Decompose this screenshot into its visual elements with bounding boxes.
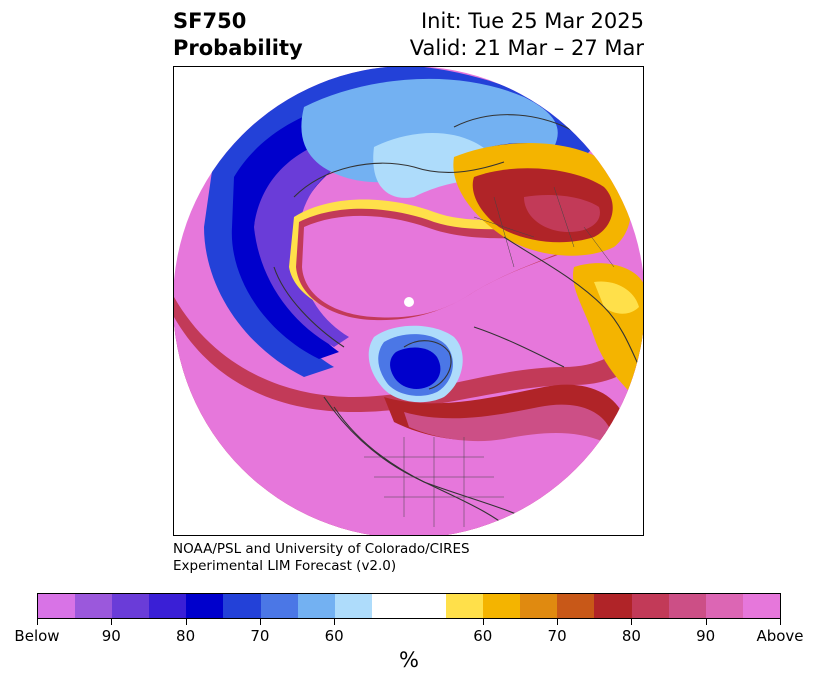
- colorbar-tick-label: 80: [176, 627, 196, 645]
- colorbar-tick-label: 90: [696, 627, 716, 645]
- colorbar-tick-label: 90: [101, 627, 121, 645]
- colorbar-tick-label: Above: [756, 627, 804, 645]
- credit-line-1: NOAA/PSL and University of Colorado/CIRE…: [173, 541, 470, 557]
- colorbar-cell: [186, 594, 224, 618]
- colorbar-cell: [112, 594, 150, 618]
- colorbar-cell: [223, 594, 261, 618]
- colorbar-tick: [111, 619, 113, 625]
- colorbar-tick: [482, 619, 484, 625]
- colorbar-tick-label: Below: [14, 627, 60, 645]
- colorbar-cell: [446, 594, 484, 618]
- colorbar-tick: [185, 619, 187, 625]
- borders: [364, 186, 615, 527]
- colorbar-cell: [483, 594, 521, 618]
- colorbar-cell: [260, 594, 298, 618]
- colorbar-cell: [631, 594, 669, 618]
- colorbar-cell: [334, 594, 372, 618]
- colorbar-tick: [334, 619, 336, 625]
- colorbar-cell: [149, 594, 187, 618]
- credit-line-2: Experimental LIM Forecast (v2.0): [173, 558, 397, 574]
- colorbar-cell: [75, 594, 113, 618]
- colorbar-tick-label: 60: [473, 627, 493, 645]
- colorbar-tick: [557, 619, 559, 625]
- colorbar-tick-label: 70: [250, 627, 270, 645]
- map-title: SF750 Probability: [173, 8, 303, 62]
- colorbar-cell: [705, 594, 743, 618]
- colorbar-cell: [557, 594, 595, 618]
- colorbar-cell: [520, 594, 558, 618]
- init-date: Init: Tue 25 Mar 2025: [420, 9, 644, 33]
- colorbar-tick-label: 70: [547, 627, 567, 645]
- map-title-product: Probability: [173, 36, 303, 60]
- probability-field: [174, 67, 643, 535]
- map-title-variable: SF750: [173, 9, 247, 33]
- polar-map-svg: [174, 67, 643, 535]
- colorbar-cell: [408, 594, 447, 618]
- colorbar-cell: [668, 594, 706, 618]
- colorbar-tick: [705, 619, 707, 625]
- colorbar-tick: [37, 619, 38, 625]
- forecast-dates: Init: Tue 25 Mar 2025 Valid: 21 Mar – 27…: [410, 8, 644, 62]
- colorbar-unit-label: %: [399, 648, 419, 672]
- colorbar-cell: [594, 594, 632, 618]
- colorbar-tick: [780, 619, 781, 625]
- data-credit: NOAA/PSL and University of Colorado/CIRE…: [173, 541, 470, 575]
- colorbar-tick-label: 60: [324, 627, 344, 645]
- colorbar-cell: [38, 594, 76, 618]
- colorbar-tick: [631, 619, 633, 625]
- colorbar-tick: [259, 619, 261, 625]
- probability-colorbar: [37, 593, 781, 619]
- valid-date-range: Valid: 21 Mar – 27 Mar: [409, 36, 644, 60]
- colorbar-cell: [371, 594, 409, 618]
- colorbar-tick-label: 80: [621, 627, 641, 645]
- colorbar-cell: [297, 594, 335, 618]
- polar-probability-map: [173, 66, 644, 536]
- colorbar-cell: [742, 594, 780, 618]
